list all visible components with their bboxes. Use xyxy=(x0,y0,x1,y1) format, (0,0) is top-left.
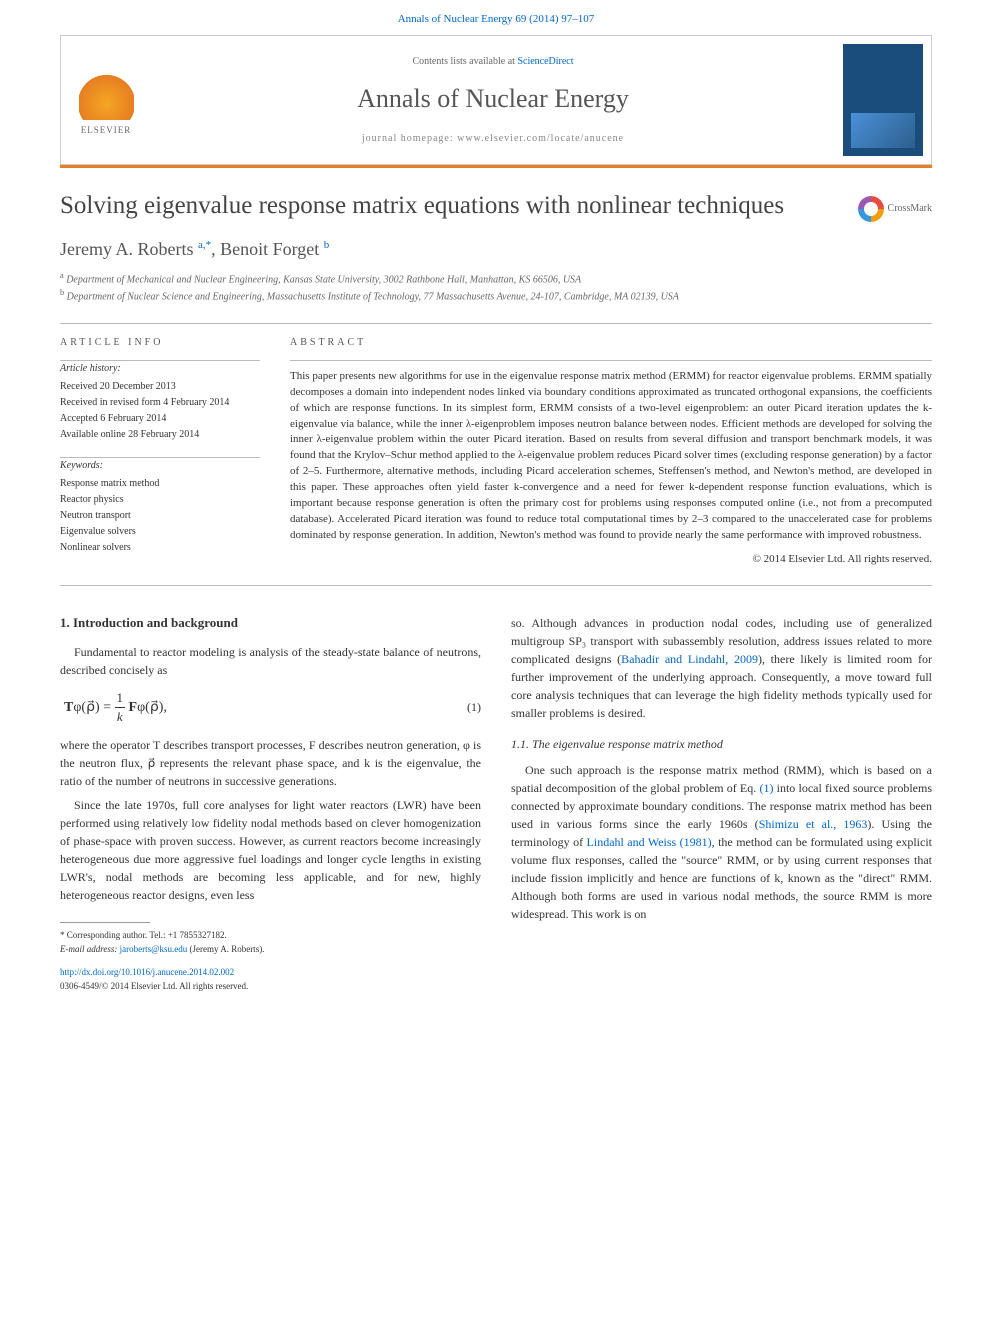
subsection-heading: 1.1. The eigenvalue response matrix meth… xyxy=(511,736,932,753)
doi-link[interactable]: http://dx.doi.org/10.1016/j.anucene.2014… xyxy=(60,967,234,977)
corresponding-author-footnote: * Corresponding author. Tel.: +1 7855327… xyxy=(60,929,481,956)
crossmark-badge[interactable]: CrossMark xyxy=(858,196,932,222)
author-list: Jeremy A. Roberts a,*, Benoit Forget b xyxy=(60,237,932,262)
body-paragraph: Fundamental to reactor modeling is analy… xyxy=(60,643,481,679)
publisher-name: ELSEVIER xyxy=(81,124,132,137)
author-email-link[interactable]: jaroberts@ksu.edu xyxy=(120,944,188,954)
article-info-heading: ARTICLE INFO xyxy=(60,336,260,350)
homepage-label: journal homepage: xyxy=(362,133,457,144)
header-center: Contents lists available at ScienceDirec… xyxy=(151,36,835,164)
article-title: Solving eigenvalue response matrix equat… xyxy=(60,190,858,223)
divider xyxy=(60,585,932,586)
citation-line: Annals of Nuclear Energy 69 (2014) 97–10… xyxy=(0,0,992,35)
journal-homepage: journal homepage: www.elsevier.com/locat… xyxy=(362,132,624,146)
doi-block: http://dx.doi.org/10.1016/j.anucene.2014… xyxy=(60,966,481,993)
crossmark-label: CrossMark xyxy=(888,202,932,216)
issn-copyright: 0306-4549/© 2014 Elsevier Ltd. All right… xyxy=(60,981,248,991)
abstract-heading: ABSTRACT xyxy=(290,336,932,350)
keyword-item: Eigenvalue solvers xyxy=(60,524,260,540)
email-line: E-mail address: jaroberts@ksu.edu (Jerem… xyxy=(60,943,481,957)
sciencedirect-link[interactable]: ScienceDirect xyxy=(517,56,573,67)
contents-prefix: Contents lists available at xyxy=(412,56,517,67)
elsevier-tree-icon xyxy=(79,65,134,120)
contents-available: Contents lists available at ScienceDirec… xyxy=(412,55,573,69)
footnote-separator xyxy=(60,922,150,923)
affiliation-line: a Department of Mechanical and Nuclear E… xyxy=(60,270,932,287)
left-column: 1. Introduction and background Fundament… xyxy=(60,614,481,993)
body-columns: 1. Introduction and background Fundament… xyxy=(60,614,932,993)
body-paragraph: so. Although advances in production noda… xyxy=(511,614,932,722)
body-paragraph: where the operator T describes transport… xyxy=(60,736,481,790)
abstract-text: This paper presents new algorithms for u… xyxy=(290,369,932,544)
body-paragraph: One such approach is the response matrix… xyxy=(511,761,932,923)
equation-1: Tφ(ρ⃗) = 1k Fφ(ρ⃗), (1) xyxy=(60,689,481,726)
article-history: Article history: Received 20 December 20… xyxy=(60,361,260,443)
body-paragraph: Since the late 1970s, full core analyses… xyxy=(60,796,481,904)
affiliation-line: b Department of Nuclear Science and Engi… xyxy=(60,287,932,304)
journal-header: ELSEVIER Contents lists available at Sci… xyxy=(60,35,932,165)
email-attribution: (Jeremy A. Roberts). xyxy=(187,944,264,954)
history-line: Accepted 6 February 2014 xyxy=(60,411,260,427)
affiliations: a Department of Mechanical and Nuclear E… xyxy=(60,270,932,305)
citation-link[interactable]: Lindahl and Weiss (1981) xyxy=(587,835,712,849)
journal-cover-thumbnail xyxy=(843,44,923,156)
corr-author-line: * Corresponding author. Tel.: +1 7855327… xyxy=(60,929,481,943)
section-heading: 1. Introduction and background xyxy=(60,614,481,632)
abstract-column: ABSTRACT This paper presents new algorit… xyxy=(290,336,932,568)
citation-link[interactable]: Shimizu et al., 1963 xyxy=(759,817,868,831)
equation-body: Tφ(ρ⃗) = 1k Fφ(ρ⃗), xyxy=(64,689,167,726)
crossmark-icon xyxy=(858,196,884,222)
history-label: Article history: xyxy=(60,361,260,377)
right-column: so. Although advances in production noda… xyxy=(511,614,932,993)
elsevier-logo[interactable]: ELSEVIER xyxy=(61,36,151,164)
keyword-item: Neutron transport xyxy=(60,508,260,524)
keywords-block: Keywords: Response matrix methodReactor … xyxy=(60,458,260,556)
keywords-label: Keywords: xyxy=(60,458,260,474)
citation-link[interactable]: Bahadir and Lindahl, 2009 xyxy=(621,652,758,666)
accent-bar xyxy=(60,165,932,168)
article-info-sidebar: ARTICLE INFO Article history: Received 2… xyxy=(60,336,260,568)
keyword-item: Response matrix method xyxy=(60,476,260,492)
abstract-copyright: © 2014 Elsevier Ltd. All rights reserved… xyxy=(290,552,932,567)
history-line: Available online 28 February 2014 xyxy=(60,427,260,443)
keyword-item: Reactor physics xyxy=(60,492,260,508)
keyword-item: Nonlinear solvers xyxy=(60,540,260,556)
journal-name: Annals of Nuclear Energy xyxy=(357,81,629,117)
history-line: Received in revised form 4 February 2014 xyxy=(60,395,260,411)
equation-number: (1) xyxy=(467,699,481,716)
history-line: Received 20 December 2013 xyxy=(60,379,260,395)
homepage-url[interactable]: www.elsevier.com/locate/anucene xyxy=(457,133,624,144)
email-label: E-mail address: xyxy=(60,944,120,954)
equation-ref-link[interactable]: (1) xyxy=(759,781,773,795)
